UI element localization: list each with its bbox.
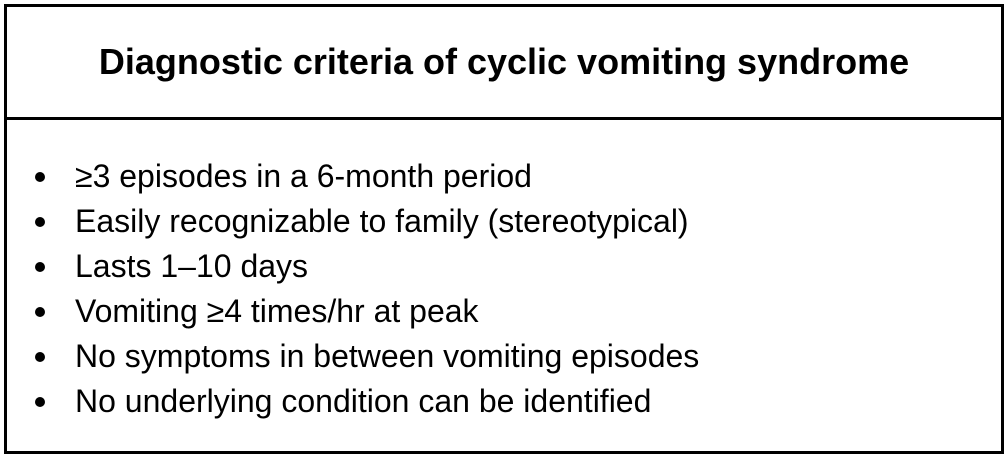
- criteria-item-text: No underlying condition can be identifie…: [75, 383, 652, 419]
- criteria-item: No symptoms in between vomiting episodes: [35, 334, 1001, 379]
- criteria-item-text: ≥3 episodes in a 6-month period: [75, 158, 532, 194]
- criteria-item: ≥3 episodes in a 6-month period: [35, 154, 1001, 199]
- criteria-item-text: Easily recognizable to family (stereotyp…: [75, 203, 689, 239]
- bullet-icon: [35, 216, 45, 227]
- criteria-title: Diagnostic criteria of cyclic vomiting s…: [98, 41, 910, 82]
- bullet-icon: [35, 171, 45, 182]
- bullet-icon: [35, 261, 45, 272]
- criteria-list: ≥3 episodes in a 6-month period Easily r…: [7, 120, 1001, 424]
- criteria-item-text: No symptoms in between vomiting episodes: [75, 338, 700, 374]
- criteria-item-text: Vomiting ≥4 times/hr at peak: [75, 293, 479, 329]
- criteria-header: Diagnostic criteria of cyclic vomiting s…: [7, 7, 1001, 120]
- criteria-box: Diagnostic criteria of cyclic vomiting s…: [4, 4, 1004, 454]
- criteria-item: Vomiting ≥4 times/hr at peak: [35, 289, 1001, 334]
- bullet-icon: [35, 351, 45, 362]
- criteria-item-text: Lasts 1–10 days: [75, 248, 309, 284]
- criteria-item: No underlying condition can be identifie…: [35, 379, 1001, 424]
- criteria-item: Easily recognizable to family (stereotyp…: [35, 199, 1001, 244]
- bullet-icon: [35, 306, 45, 317]
- criteria-item: Lasts 1–10 days: [35, 244, 1001, 289]
- bullet-icon: [35, 396, 45, 407]
